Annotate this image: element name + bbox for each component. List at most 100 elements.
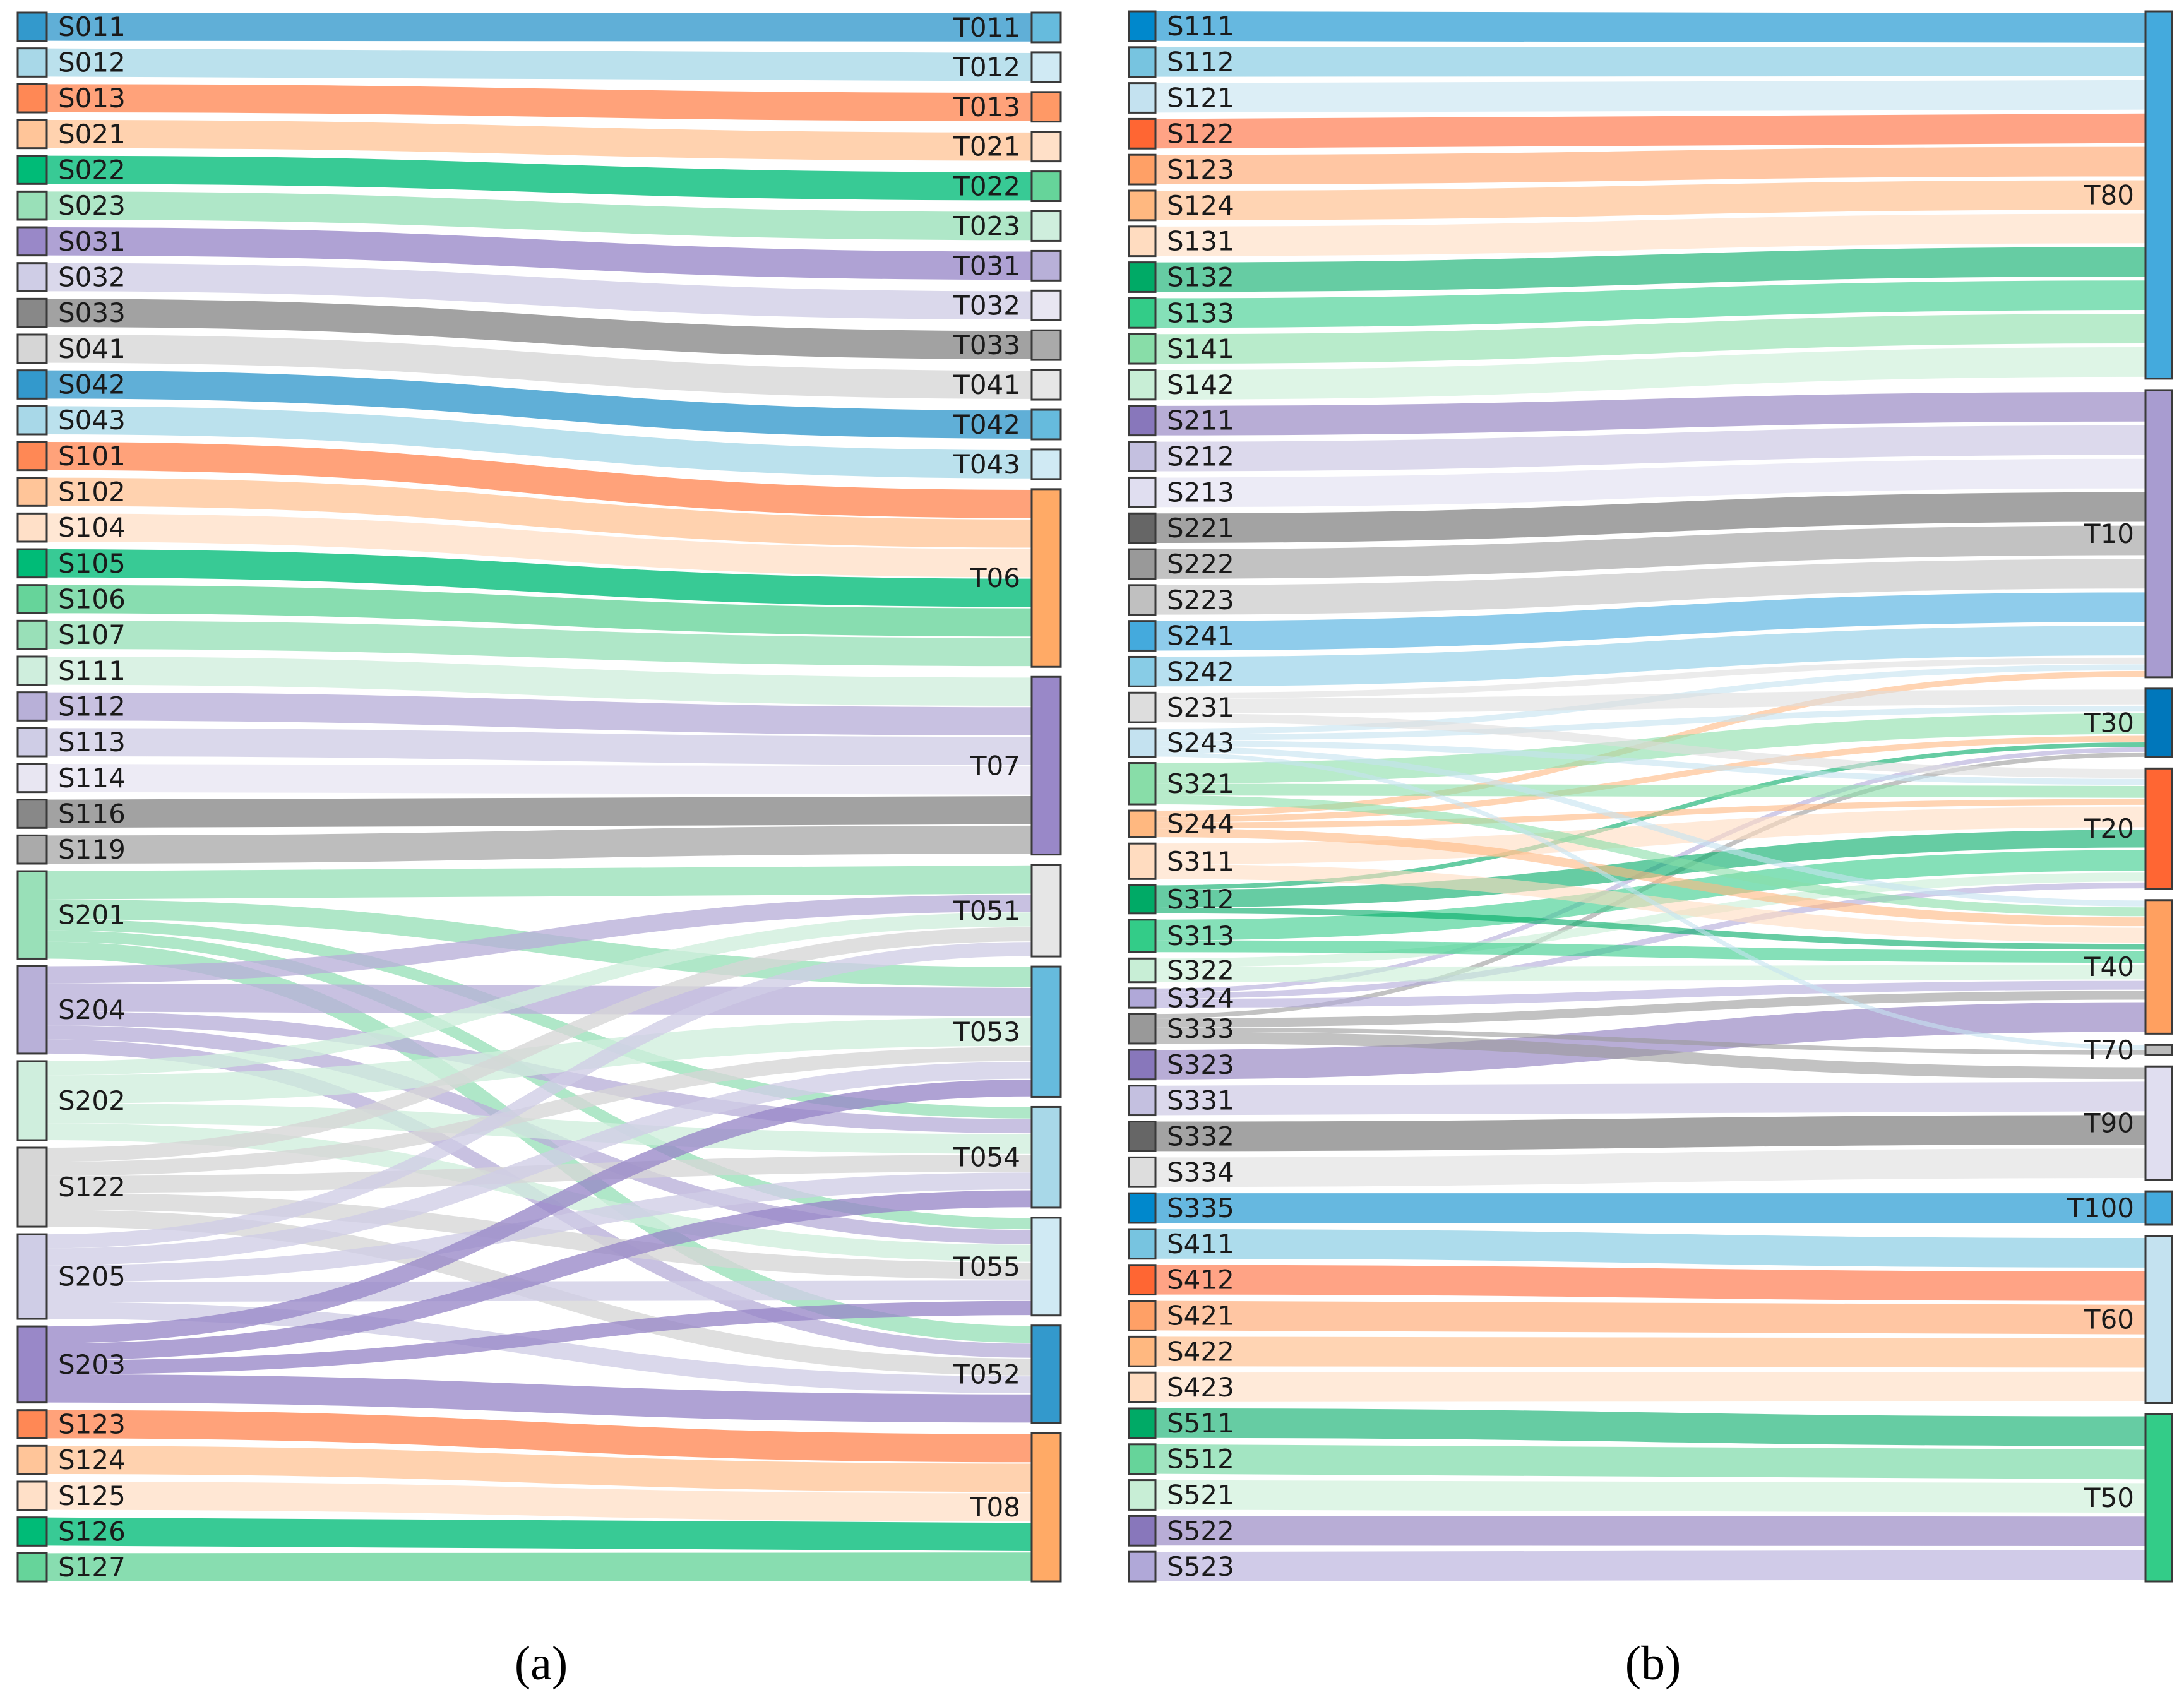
link-s231-t30 bbox=[1155, 689, 2146, 714]
source-label-s106: S106 bbox=[58, 584, 126, 615]
source-node-s243 bbox=[1128, 727, 1157, 758]
link-s243-t30 bbox=[1155, 705, 2146, 741]
source-node-s124 bbox=[16, 1444, 48, 1475]
source-node-s041 bbox=[16, 333, 48, 364]
link-s123-t80 bbox=[1155, 146, 2146, 185]
target-node-t041 bbox=[1030, 369, 1062, 401]
link-s312-t20 bbox=[1155, 830, 2146, 908]
source-node-s202 bbox=[16, 1060, 48, 1141]
link-s331-t90 bbox=[1155, 1081, 2146, 1116]
link-s141-t80 bbox=[1155, 314, 2146, 364]
target-node-t40 bbox=[2144, 899, 2173, 1035]
target-node-t051 bbox=[1030, 864, 1062, 958]
link-s421-t60 bbox=[1155, 1300, 2146, 1335]
source-node-s123 bbox=[16, 1409, 48, 1439]
link-s222-t10 bbox=[1155, 525, 2146, 579]
link-s043-t043 bbox=[46, 406, 1032, 479]
source-label-s522: S522 bbox=[1167, 1515, 1234, 1546]
source-node-s333 bbox=[1128, 1013, 1157, 1045]
source-node-s312 bbox=[1128, 884, 1157, 915]
link-s412-t60 bbox=[1155, 1265, 2146, 1301]
source-label-s123: S123 bbox=[58, 1409, 126, 1440]
link-s313-t20 bbox=[1155, 850, 2146, 941]
link-s213-t10 bbox=[1155, 458, 2146, 508]
target-label-t20: T20 bbox=[2084, 813, 2134, 844]
source-node-s104 bbox=[16, 512, 48, 543]
source-node-s124 bbox=[1128, 189, 1157, 222]
source-label-s334: S334 bbox=[1167, 1157, 1234, 1187]
link-s241-t10 bbox=[1155, 592, 2146, 651]
target-label-t50: T50 bbox=[2084, 1482, 2134, 1513]
link-s142-t80 bbox=[1155, 347, 2146, 400]
link-s231-t20 bbox=[1155, 713, 2146, 778]
link-s244-t20 bbox=[1155, 799, 2146, 829]
link-s042-t042 bbox=[46, 370, 1032, 439]
link-s033-t033 bbox=[46, 299, 1032, 360]
source-node-s231 bbox=[1128, 691, 1157, 723]
source-node-s031 bbox=[16, 226, 48, 257]
source-label-s204: S204 bbox=[58, 994, 126, 1025]
source-node-s033 bbox=[16, 297, 48, 328]
source-node-s334 bbox=[1128, 1156, 1157, 1188]
link-s111-t07 bbox=[46, 656, 1032, 706]
source-node-s511 bbox=[1128, 1407, 1157, 1439]
link-s423-t60 bbox=[1155, 1371, 2146, 1402]
panel-b: S111 S112 S121 S122 S123 S124 S131 S132 S133 S141… bbox=[1128, 10, 2173, 1583]
target-label-t40: T40 bbox=[2084, 951, 2134, 982]
source-label-s203: S203 bbox=[58, 1349, 126, 1380]
link-s201-t051 bbox=[46, 865, 1032, 900]
link-s032-t032 bbox=[46, 263, 1032, 320]
source-label-s242: S242 bbox=[1167, 656, 1234, 687]
source-label-s031: S031 bbox=[58, 226, 126, 257]
link-s205-t053 bbox=[46, 1061, 1032, 1266]
source-label-s133: S133 bbox=[1167, 297, 1234, 328]
link-s132-t80 bbox=[1155, 247, 2146, 292]
source-node-s011 bbox=[16, 11, 48, 42]
target-node-t011 bbox=[1030, 11, 1062, 44]
panel-a: S011 S012 S013 S021 S022 S023 S031 S032 S033 S041… bbox=[16, 11, 1062, 1583]
link-s021-t021 bbox=[46, 119, 1032, 161]
source-label-s141: S141 bbox=[1167, 333, 1234, 364]
link-s041-t041 bbox=[46, 334, 1032, 399]
link-s112-t80 bbox=[1155, 46, 2146, 77]
link-s324-t40 bbox=[1155, 980, 2146, 1008]
source-label-s322: S322 bbox=[1167, 955, 1234, 986]
link-s104-t06 bbox=[46, 513, 1032, 578]
link-s202-t051 bbox=[46, 912, 1032, 1076]
link-s112-t07 bbox=[46, 692, 1032, 735]
link-s332-t90 bbox=[1155, 1115, 2146, 1152]
source-node-s112 bbox=[1128, 46, 1157, 78]
source-node-s042 bbox=[16, 369, 48, 400]
source-node-s411 bbox=[1128, 1228, 1157, 1260]
target-node-t50 bbox=[2144, 1413, 2173, 1583]
source-label-s114: S114 bbox=[58, 763, 126, 794]
link-s231-t10 bbox=[1155, 657, 2146, 699]
source-node-s032 bbox=[16, 262, 48, 292]
source-label-s333: S333 bbox=[1167, 1013, 1234, 1044]
target-label-t30: T30 bbox=[2084, 708, 2134, 739]
source-label-s241: S241 bbox=[1167, 621, 1234, 652]
source-label-s131: S131 bbox=[1167, 226, 1234, 257]
link-s244-t40 bbox=[1155, 828, 2146, 927]
link-s321-t20 bbox=[1155, 783, 2146, 798]
target-label-t053: T053 bbox=[953, 1016, 1020, 1047]
source-label-s021: S021 bbox=[58, 119, 126, 150]
source-node-s113 bbox=[16, 727, 48, 758]
source-label-s125: S125 bbox=[58, 1480, 126, 1511]
source-node-s521 bbox=[1128, 1479, 1157, 1511]
source-node-s311 bbox=[1128, 842, 1157, 880]
source-label-s421: S421 bbox=[1167, 1300, 1234, 1331]
link-s203-t053 bbox=[46, 1079, 1032, 1343]
source-label-s521: S521 bbox=[1167, 1479, 1234, 1510]
link-s106-t06 bbox=[46, 585, 1032, 637]
source-node-s105 bbox=[16, 548, 48, 579]
source-label-s142: S142 bbox=[1167, 369, 1234, 400]
target-node-t100 bbox=[2144, 1190, 2173, 1226]
link-s205-t055 bbox=[46, 1280, 1032, 1302]
source-label-s107: S107 bbox=[58, 619, 126, 650]
link-s523-t50 bbox=[1155, 1550, 2146, 1582]
link-s333-t40 bbox=[1155, 991, 2146, 1028]
source-node-s212 bbox=[1128, 441, 1157, 472]
link-s122-t053 bbox=[46, 1047, 1032, 1176]
link-s243-t40 bbox=[1155, 746, 2146, 907]
